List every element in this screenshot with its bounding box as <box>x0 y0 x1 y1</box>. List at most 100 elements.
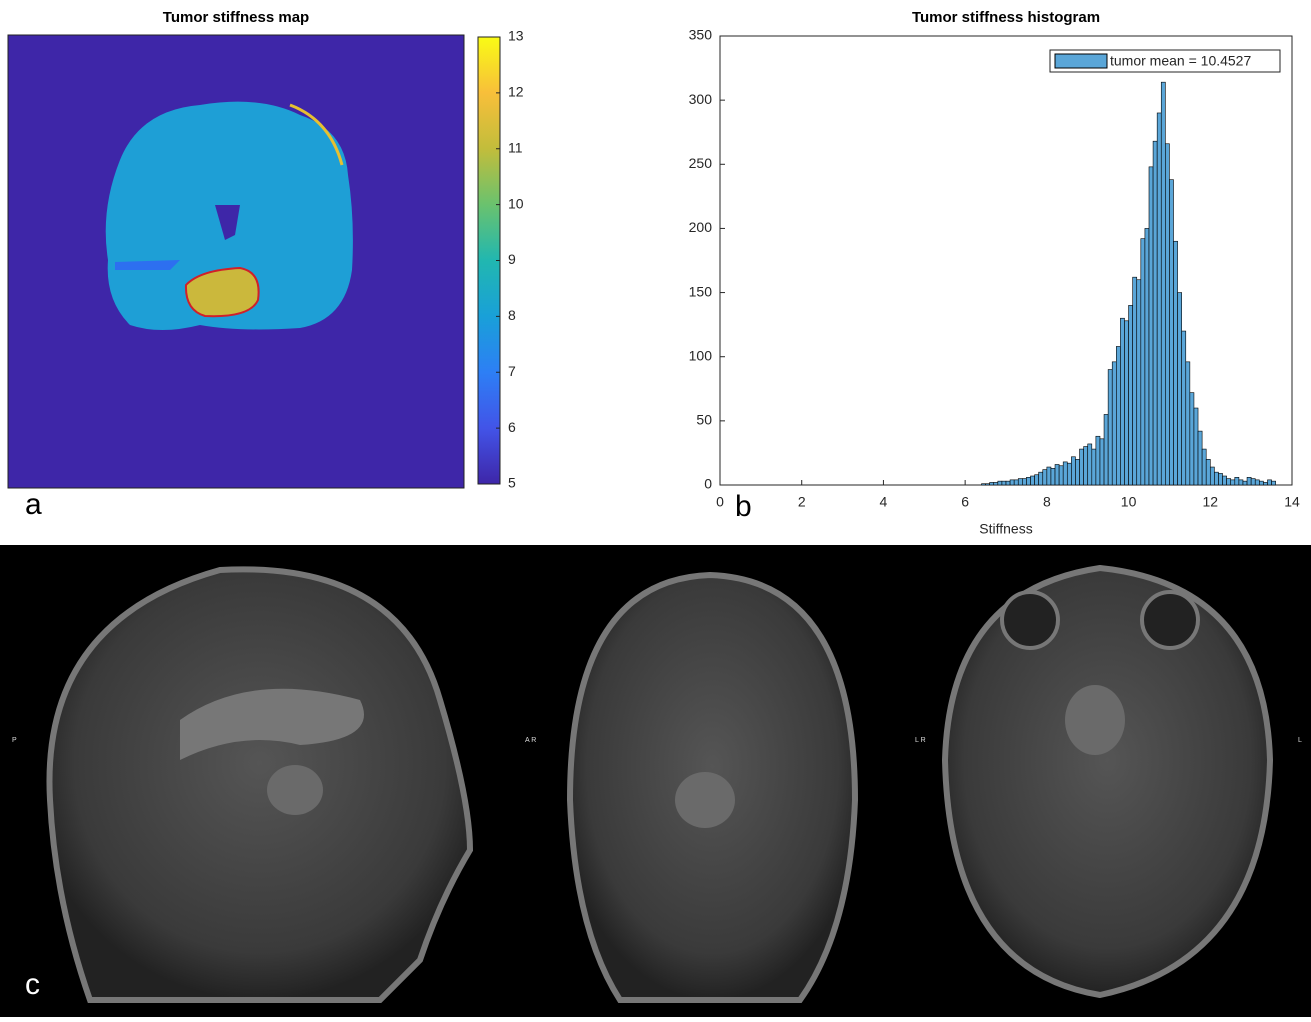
x-axis-label: Stiffness <box>979 521 1032 537</box>
histogram-bar <box>985 483 990 486</box>
histogram-bar <box>1238 479 1244 486</box>
tumor-region <box>184 266 260 318</box>
colorbar-tick-label: 8 <box>508 307 516 323</box>
histogram-bar <box>1099 438 1105 486</box>
histogram-bar <box>1246 477 1252 486</box>
y-tick-label: 50 <box>696 412 712 428</box>
histogram-bar <box>1169 179 1174 486</box>
orientation-label: L R <box>915 737 926 744</box>
histogram-bar <box>1087 443 1093 486</box>
histogram-bar <box>1050 468 1056 486</box>
histogram-bar <box>1197 430 1203 486</box>
histogram-bar <box>1005 480 1011 486</box>
histogram-bar <box>1079 448 1084 486</box>
legend-swatch <box>1054 53 1108 69</box>
chart-title: Tumor stiffness histogram <box>912 9 1100 26</box>
orbit <box>1000 590 1060 650</box>
histogram-bar <box>1095 435 1101 486</box>
histogram-bar <box>1144 228 1150 486</box>
histogram-bar <box>1116 346 1121 486</box>
histogram-bar <box>1071 456 1076 486</box>
histogram-bar <box>1124 320 1129 486</box>
histogram-bar <box>1259 480 1264 486</box>
histogram-bar <box>1132 276 1138 486</box>
legend-label: tumor mean = 10.4527 <box>1110 53 1251 69</box>
panel-label: a <box>25 488 42 521</box>
histogram-bar <box>1103 414 1109 486</box>
histogram-bar <box>1075 459 1080 486</box>
colorbar-tick-label: 5 <box>508 475 516 491</box>
colorbar-tick-label: 10 <box>508 195 524 211</box>
histogram-bar <box>1030 475 1035 486</box>
histogram-bar <box>1205 459 1211 486</box>
histogram-bar <box>1046 466 1052 486</box>
histogram-bar <box>1209 466 1215 486</box>
histogram-bar <box>1193 407 1199 486</box>
histogram-bar <box>1185 361 1191 486</box>
histogram-bar <box>1234 477 1240 486</box>
mri-tumor <box>267 765 323 815</box>
histogram-bar <box>1263 482 1268 486</box>
plot-area <box>719 35 1293 486</box>
histogram-bar <box>1062 461 1068 486</box>
ventricle <box>215 205 240 240</box>
histogram-bar <box>1156 112 1162 486</box>
histogram-bar <box>1177 292 1182 486</box>
histogram-bar <box>1226 478 1232 486</box>
y-tick-label: 300 <box>689 91 713 107</box>
histogram-bar <box>1222 475 1227 486</box>
corpus-callosum <box>180 688 364 760</box>
histogram-bar <box>1250 478 1256 486</box>
x-tick-label: 8 <box>1043 494 1051 510</box>
histogram-bar <box>993 482 999 486</box>
mri-tumor <box>1065 685 1125 755</box>
histogram-bar <box>1271 480 1276 486</box>
histogram-bar <box>1242 480 1248 486</box>
y-tick-label: 150 <box>689 283 713 299</box>
histogram-bar <box>981 483 986 486</box>
fissure <box>115 260 180 270</box>
colorbar-tick-label: 13 <box>508 28 524 44</box>
histogram-bar <box>1173 240 1178 486</box>
orientation-label: A R <box>525 737 536 744</box>
x-tick-label: 2 <box>798 494 806 510</box>
y-tick-label: 100 <box>689 347 713 363</box>
x-tick-label: 4 <box>880 494 888 510</box>
colorbar-tick-label: 9 <box>508 251 516 267</box>
histogram-bar <box>1189 392 1195 486</box>
histogram-bar <box>1267 479 1272 486</box>
histogram-bar <box>1165 143 1170 486</box>
histogram-bar <box>1214 471 1219 486</box>
histogram-bar <box>1042 469 1048 486</box>
histogram-bar <box>1230 479 1236 486</box>
histogram-bar <box>1013 479 1019 486</box>
histogram-bar <box>1140 238 1146 486</box>
y-tick-label: 250 <box>689 155 713 171</box>
x-tick-label: 12 <box>1202 494 1218 510</box>
histogram-bar <box>1136 279 1142 486</box>
histogram-bar <box>997 480 1003 486</box>
chart-title: Tumor stiffness map <box>163 9 309 26</box>
histogram-bar <box>1181 330 1187 486</box>
colorbar-tick-label: 7 <box>508 363 516 379</box>
histogram-bar <box>1107 369 1113 486</box>
histogram-bar <box>1160 81 1166 486</box>
histogram-bar <box>1083 446 1089 486</box>
colorbar-tick-label: 11 <box>508 139 523 155</box>
y-tick-label: 200 <box>689 219 713 235</box>
x-tick-label: 10 <box>1121 494 1137 510</box>
mri-tumor <box>675 772 735 828</box>
orientation-label: L <box>1298 737 1302 744</box>
panel-label: c <box>25 968 40 1001</box>
orientation-label: P <box>12 737 17 744</box>
histogram-bar <box>1152 140 1158 486</box>
histogram-bar <box>1111 361 1117 486</box>
y-tick-label: 0 <box>704 476 712 492</box>
edge-artifact <box>289 103 344 166</box>
histogram-bar <box>1001 480 1007 486</box>
histogram-bar <box>989 482 995 486</box>
orbit <box>1140 590 1200 650</box>
x-tick-label: 6 <box>961 494 969 510</box>
x-tick-label: 0 <box>716 494 724 510</box>
